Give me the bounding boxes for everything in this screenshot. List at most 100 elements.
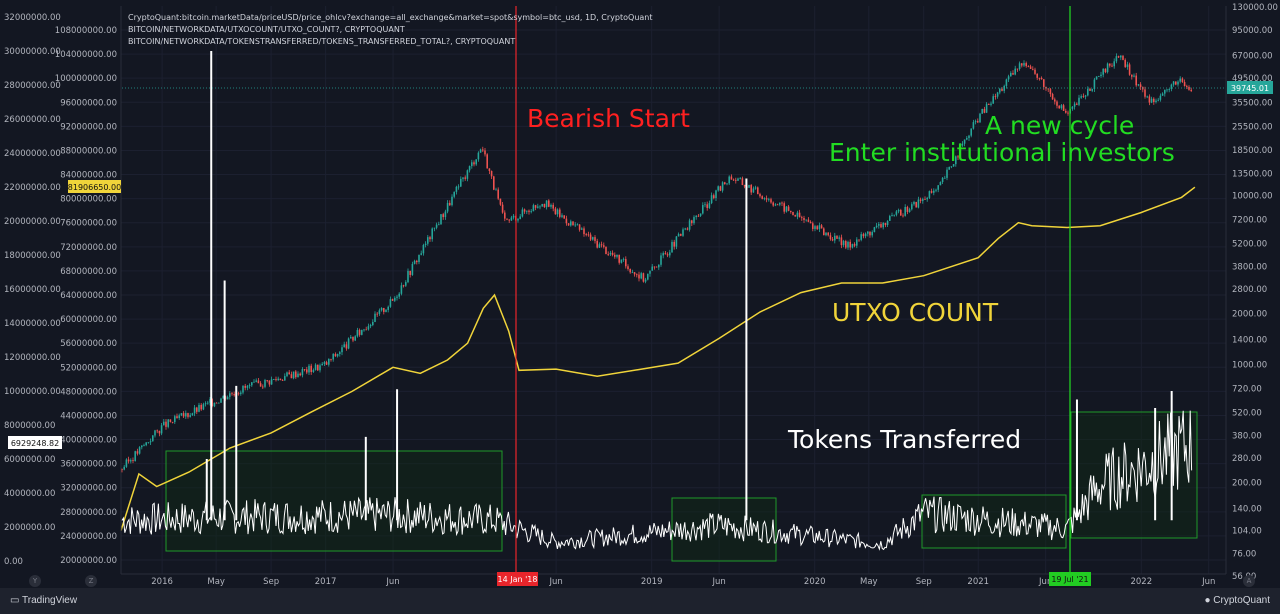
price-candle-body [367, 326, 370, 330]
price-candle-body [611, 252, 614, 255]
axis-button-left[interactable]: Y [29, 575, 41, 587]
price-candle-body [761, 196, 763, 199]
price-candle-body [380, 307, 383, 311]
price-candle-body [959, 145, 961, 158]
y-axis-tick-outer: 30000000.00 [4, 47, 61, 57]
price-candle-body [262, 386, 264, 388]
price-candle-body [394, 297, 396, 301]
y-axis-tick-right: 1000.00 [1232, 360, 1267, 370]
price-candle-body [818, 225, 821, 230]
red-date-badge [497, 572, 538, 586]
price-candle-body [607, 254, 609, 255]
price-candle-body [215, 402, 218, 404]
price-candle-body [880, 224, 882, 228]
price-candle-body [1043, 79, 1045, 87]
price-candle-body [963, 139, 966, 144]
price-candle-body [468, 166, 471, 171]
price-candle-body [339, 352, 341, 354]
price-candle-body [202, 404, 205, 410]
new-cycle-label: A new cycle [985, 111, 1134, 140]
price-candle-body [823, 228, 825, 236]
axis-button-left-2[interactable]: Z [85, 575, 97, 587]
price-candle-body [257, 380, 260, 384]
tradingview-logo[interactable]: ▭ TradingView [10, 595, 78, 606]
price-candle-body [724, 182, 726, 185]
price-candle-body [1056, 101, 1058, 106]
price-candle-body [347, 338, 350, 349]
price-candle-body [488, 168, 491, 171]
price-candle-body [977, 121, 979, 123]
price-candle-body [193, 407, 196, 414]
price-candle-body [523, 209, 526, 212]
price-candle-body [1157, 99, 1159, 101]
price-candle-body [1073, 103, 1076, 107]
price-candle-body [939, 182, 942, 186]
price-candle-body [1133, 75, 1135, 77]
price-candle-body [825, 232, 827, 236]
y-axis-tick-right: 3800.00 [1232, 262, 1267, 272]
price-candle-body [497, 189, 499, 199]
price-candle-body [697, 215, 700, 217]
price-candle-body [1082, 96, 1085, 97]
price-candle-body [790, 210, 792, 212]
price-candle-body [950, 166, 953, 168]
y-axis-tick-inner: 76000000.00 [60, 219, 117, 229]
tokens-value-badge [8, 436, 62, 449]
price-candle-body [369, 324, 372, 327]
cryptoquant-logo[interactable]: ● CryptoQuant [1204, 595, 1270, 606]
price-candle-body [816, 226, 818, 230]
price-candle-body [988, 103, 990, 105]
price-candle-body [706, 204, 708, 208]
price-candle-body [917, 199, 920, 208]
price-candle-body [431, 228, 433, 240]
price-candle-body [684, 228, 686, 230]
price-candle-body [418, 254, 420, 263]
price-candle-body [288, 372, 290, 375]
price-candle-body [620, 259, 623, 263]
price-candle-body [1012, 73, 1014, 75]
price-candle-body [1029, 66, 1032, 69]
price-candle-body [785, 206, 788, 212]
price-candle-body [752, 188, 755, 193]
price-candle-body [1164, 89, 1166, 94]
highlight-box-2021 [1070, 411, 1198, 539]
y-axis-tick-outer: 18000000.00 [4, 251, 61, 261]
price-candle-body [807, 219, 810, 222]
price-candle-body [220, 398, 222, 403]
price-candle-body [372, 321, 374, 325]
price-candle-body [739, 178, 741, 180]
price-candle-body [1095, 76, 1098, 80]
price-candle-body [444, 211, 447, 218]
price-candle-body [405, 282, 407, 286]
price-candle-body [290, 374, 293, 379]
price-candle-body [389, 299, 392, 307]
price-candle-body [781, 202, 783, 204]
price-candle-body [308, 365, 310, 373]
price-candle-body [187, 413, 189, 417]
price-candle-body [1106, 63, 1109, 73]
auto-scale-button[interactable]: A [1243, 575, 1255, 587]
price-candle-body [992, 96, 994, 104]
price-candle-body [812, 223, 814, 229]
price-candle-body [528, 210, 530, 212]
price-candle-body [574, 224, 576, 226]
y-axis-tick-right: 280.00 [1232, 454, 1262, 464]
price-candle-body [957, 156, 959, 158]
price-candle-body [860, 234, 862, 240]
price-candle-body [1139, 84, 1142, 88]
price-candle-body [1128, 64, 1131, 75]
price-candle-body [493, 176, 495, 190]
price-candle-body [1144, 89, 1146, 97]
price-candle-body [827, 232, 829, 236]
price-candle-body [1117, 56, 1120, 58]
price-candle-body [693, 217, 695, 224]
price-candle-body [1148, 96, 1151, 103]
price-candle-body [803, 217, 805, 220]
y-axis-tick-right: 76.00 [1232, 550, 1256, 560]
price-candle-body [174, 416, 176, 423]
price-candle-body [708, 203, 711, 208]
price-candle-body [1025, 63, 1027, 67]
price-candle-body [928, 191, 931, 198]
price-candle-body [442, 214, 444, 218]
price-candle-body [961, 143, 964, 146]
